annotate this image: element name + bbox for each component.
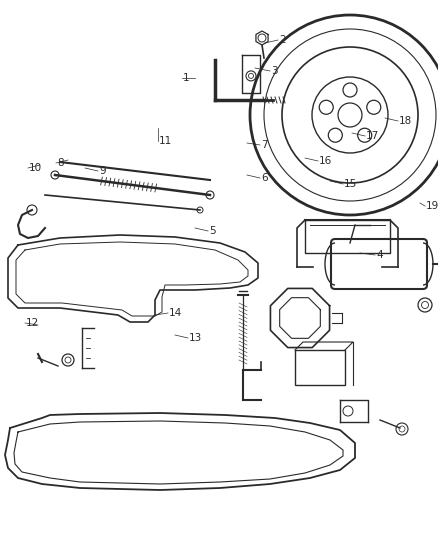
Text: 11: 11 — [159, 136, 172, 146]
Text: 1: 1 — [183, 73, 190, 83]
Text: 7: 7 — [261, 140, 268, 150]
Text: 2: 2 — [279, 35, 286, 45]
Text: 3: 3 — [271, 66, 278, 76]
Text: 6: 6 — [261, 173, 268, 183]
Text: 8: 8 — [57, 158, 64, 168]
Text: 14: 14 — [169, 308, 182, 318]
Text: 13: 13 — [189, 333, 202, 343]
Text: 19: 19 — [426, 201, 438, 211]
Text: 18: 18 — [399, 116, 412, 126]
Text: 10: 10 — [29, 163, 42, 173]
Text: 16: 16 — [319, 156, 332, 166]
Text: 5: 5 — [209, 226, 215, 236]
Text: 12: 12 — [26, 318, 39, 328]
Text: 15: 15 — [344, 179, 357, 189]
Text: 4: 4 — [376, 250, 383, 260]
Text: 17: 17 — [366, 131, 379, 141]
Bar — [295, 350, 345, 385]
Text: 9: 9 — [99, 166, 106, 176]
